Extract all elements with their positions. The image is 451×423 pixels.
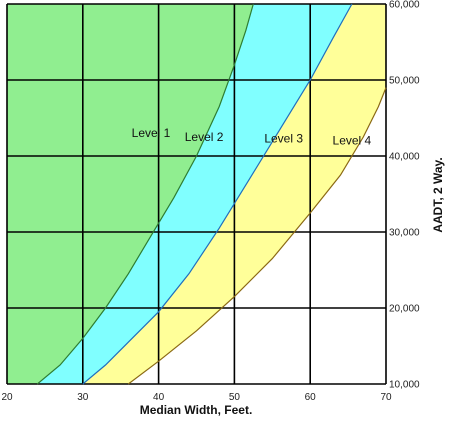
x-tick-label: 20: [1, 392, 13, 403]
y-tick-label: 20,000: [389, 304, 420, 315]
x-tick-label: 70: [380, 392, 392, 403]
x-tick-labels: 20 30 40 50 60 70: [1, 392, 392, 403]
y-tick-label: 60,000: [389, 0, 420, 11]
x-tick-label: 60: [305, 392, 317, 403]
region-label-level-1: Level 1: [132, 126, 171, 140]
boundary-level-3-level-4: [127, 87, 387, 385]
boundary-level-1-level-2: [36, 3, 254, 385]
region-label-level-2: Level 2: [185, 130, 224, 144]
x-axis-label: Median Width, Feet.: [140, 403, 253, 417]
level-boundaries: [36, 3, 387, 385]
x-tick-label: 50: [229, 392, 241, 403]
y-axis-label: AADT, 2 Way.: [431, 157, 445, 232]
y-tick-label: 30,000: [389, 228, 420, 239]
boundary-level-2-level-3: [82, 3, 353, 385]
y-tick-label: 50,000: [389, 76, 420, 87]
x-tick-label: 40: [153, 392, 165, 403]
y-tick-label: 40,000: [389, 152, 420, 163]
region-level-1: [7, 4, 254, 384]
y-tick-label: 10,000: [389, 380, 420, 391]
region-label-level-3: Level 3: [264, 131, 303, 145]
y-tick-labels: 10,000 20,000 30,000 40,000 50,000 60,000: [389, 0, 420, 391]
region-label-level-4: Level 4: [333, 134, 372, 148]
region-labels: Level 1 Level 2 Level 3 Level 4: [132, 126, 372, 148]
level-regions: [7, 4, 386, 384]
x-tick-label: 30: [77, 392, 89, 403]
